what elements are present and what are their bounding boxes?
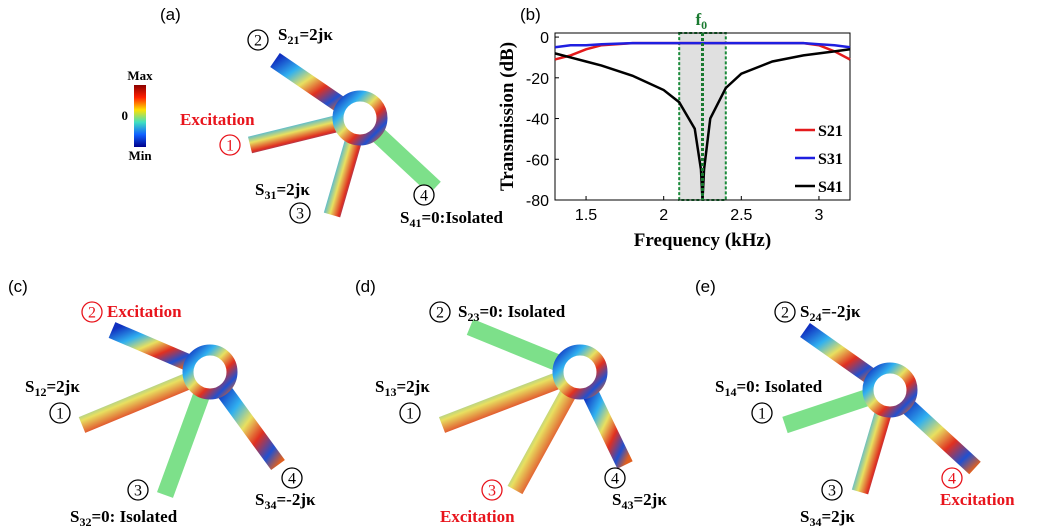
port-circle <box>429 301 451 323</box>
waveguide <box>270 52 349 114</box>
waveguide <box>247 114 343 154</box>
s-param: S14=0: Isolated <box>715 377 823 399</box>
legend-label: S41 <box>818 179 843 196</box>
colorbar-label: 0 <box>122 108 129 123</box>
port-circle <box>751 402 773 424</box>
x-tick-label: 3 <box>814 207 823 224</box>
port-circle <box>774 301 796 323</box>
port-circle <box>481 479 503 501</box>
waveguide <box>466 319 565 373</box>
port-number: 2 <box>781 305 789 322</box>
port-circle <box>289 202 311 224</box>
waveguide <box>438 371 565 433</box>
port-number: 4 <box>288 471 296 488</box>
excitation: Excitation <box>940 490 1015 509</box>
colorbar-label: Max <box>127 68 153 83</box>
excitation: Excitation <box>440 507 515 526</box>
s-param: S24=-2jκ <box>800 302 861 324</box>
ring <box>862 362 918 418</box>
port-number: 3 <box>488 483 496 500</box>
port-circle <box>49 402 71 424</box>
port-circle <box>81 301 103 323</box>
port-number: 2 <box>88 305 96 322</box>
panel-label: (e) <box>695 277 716 296</box>
s-param: S32=0: Isolated <box>70 507 178 529</box>
excitation: Excitation <box>180 110 255 129</box>
port-circle <box>821 479 843 501</box>
port-number: 3 <box>296 206 304 223</box>
port-circle <box>604 467 626 489</box>
s-param: S12=2jκ <box>25 377 80 399</box>
port-circle <box>281 467 303 489</box>
y-axis-label: Transmission (dB) <box>497 42 518 191</box>
x-tick-label: 1.5 <box>575 207 597 224</box>
panel-label: (c) <box>8 277 28 296</box>
legend-label: S31 <box>818 151 843 168</box>
waveguide <box>108 322 195 372</box>
y-tick-label: -80 <box>526 193 549 210</box>
ring-hole <box>564 356 596 388</box>
waveguide <box>800 323 879 386</box>
port-number: 1 <box>758 406 766 423</box>
waveguide <box>214 383 285 471</box>
port-circle <box>941 467 963 489</box>
ring-hole <box>344 102 376 134</box>
s-param: S21=2jκ <box>278 25 333 47</box>
excitation: Excitation <box>107 302 182 321</box>
port-circle <box>127 479 149 501</box>
port-circle <box>399 402 421 424</box>
port-circle <box>413 184 435 206</box>
port-number: 1 <box>226 138 234 155</box>
panel-label: (b) <box>520 5 541 24</box>
waveguide <box>78 371 195 433</box>
waveguide <box>898 397 981 475</box>
port-number: 3 <box>134 483 142 500</box>
port-number: 1 <box>56 406 64 423</box>
port-number: 4 <box>611 471 619 488</box>
waveguide <box>581 386 633 469</box>
marker-label-main: f <box>696 10 702 29</box>
s-param: S43=2jκ <box>612 490 667 512</box>
ring-hole <box>874 374 906 406</box>
colorbar-label: Min <box>128 148 152 163</box>
y-tick-label: 0 <box>540 30 549 47</box>
ring <box>332 90 388 146</box>
s-param: S13=2jκ <box>375 377 430 399</box>
ring <box>552 344 608 400</box>
panel-label: (d) <box>355 277 376 296</box>
x-axis-label: Frequency (kHz) <box>634 230 771 251</box>
s-param: S31=2jκ <box>255 180 310 202</box>
port-number: 2 <box>254 33 262 50</box>
marker-label-sub: 0 <box>701 18 707 32</box>
colorbar <box>134 85 146 147</box>
x-tick-label: 2.5 <box>730 207 752 224</box>
marker-label: f0 <box>696 10 708 32</box>
port-circle <box>219 134 241 156</box>
port-number: 2 <box>436 305 444 322</box>
waveguide <box>507 385 578 495</box>
ring <box>182 344 238 400</box>
y-tick-label: -40 <box>526 112 549 129</box>
y-tick-label: -20 <box>526 71 549 88</box>
waveguide <box>782 388 874 434</box>
s-param: S34=2jκ <box>800 507 855 529</box>
panel-label: (a) <box>160 5 181 24</box>
s-param: S23=0: Isolated <box>458 302 566 324</box>
x-tick-label: 2 <box>659 207 668 224</box>
waveguide <box>323 134 363 218</box>
waveguide <box>851 406 893 495</box>
port-number: 4 <box>948 471 956 488</box>
s-param: S41=0:Isolated <box>400 208 503 230</box>
waveguide <box>368 125 441 195</box>
waveguide <box>157 387 212 498</box>
ring-hole <box>194 356 226 388</box>
port-number: 4 <box>420 188 428 205</box>
port-circle <box>247 29 269 51</box>
s-param: S34=-2jκ <box>255 490 316 512</box>
legend-label: S21 <box>818 123 843 140</box>
port-number: 3 <box>828 483 836 500</box>
port-number: 1 <box>406 406 414 423</box>
y-tick-label: -60 <box>526 152 549 169</box>
